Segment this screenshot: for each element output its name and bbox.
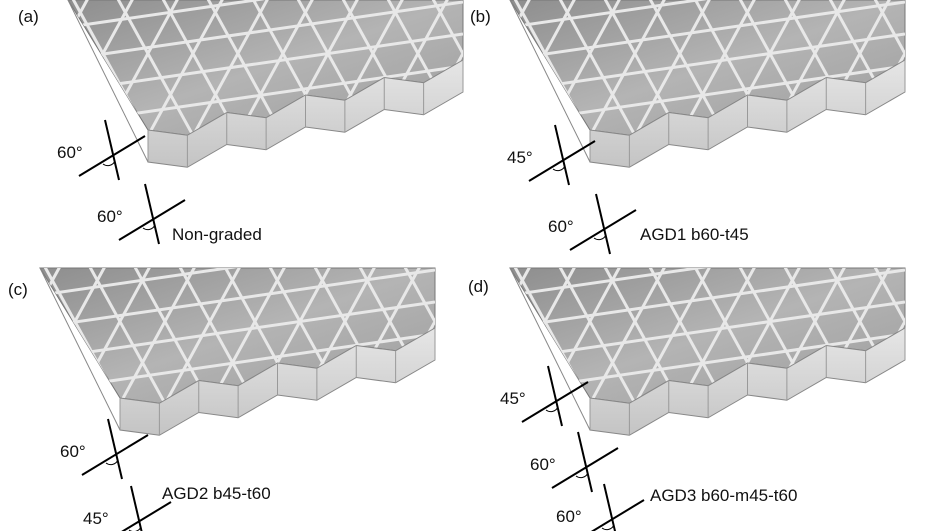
angle-arc: [553, 166, 565, 171]
cell-edge: [0, 0, 53, 200]
cell-edge: [915, 0, 927, 200]
angle-arc: [602, 525, 614, 530]
angle-line: [145, 184, 159, 244]
angle-label: 60°: [57, 143, 83, 162]
panel-label: (d): [468, 277, 489, 296]
angle-line: [529, 141, 595, 181]
angle-line: [552, 448, 618, 488]
panel-caption: AGD1 b60-t45: [640, 225, 749, 244]
figure: (a) Non-graded 60° 60° (b) AGD1 b60-t45 45° 60°…: [0, 0, 927, 531]
panel-caption: AGD2 b45-t60: [162, 484, 271, 503]
angle-arc: [594, 235, 606, 240]
angle-label: 45°: [500, 389, 526, 408]
cell-edge: [915, 248, 927, 468]
angle-line: [570, 210, 636, 250]
angle-line: [596, 194, 610, 254]
cell-edge: [915, 258, 927, 458]
angle-line: [79, 136, 145, 176]
angle-label: 60°: [97, 207, 123, 226]
angle-label: 60°: [530, 455, 556, 474]
panel-caption: Non-graded: [172, 225, 262, 244]
angle-line: [82, 435, 148, 475]
angle-label: 45°: [83, 509, 109, 528]
angle-line: [522, 382, 588, 422]
angle-line: [548, 366, 562, 426]
angle-arc: [143, 225, 155, 230]
angle-label: 60°: [60, 442, 86, 461]
cell-edge: [915, 0, 927, 190]
angle-label: 45°: [507, 148, 533, 167]
angle-line: [578, 432, 592, 492]
angle-arc: [129, 527, 141, 531]
angle-arc: [546, 407, 558, 412]
panel-label: (a): [18, 7, 39, 26]
angle-line: [555, 125, 569, 185]
angle-label: 60°: [556, 507, 582, 526]
angle-label: 60°: [548, 217, 574, 236]
cell-edge: [0, 0, 43, 190]
panel-caption: AGD3 b60-m45-t60: [650, 486, 797, 505]
angle-line: [105, 120, 119, 180]
angle-arc: [106, 460, 118, 465]
panel-label: (b): [470, 7, 491, 26]
panel-label: (c): [8, 280, 28, 299]
angle-arc: [103, 161, 115, 166]
angle-arc: [576, 473, 588, 478]
cell-edge: [0, 0, 8, 200]
